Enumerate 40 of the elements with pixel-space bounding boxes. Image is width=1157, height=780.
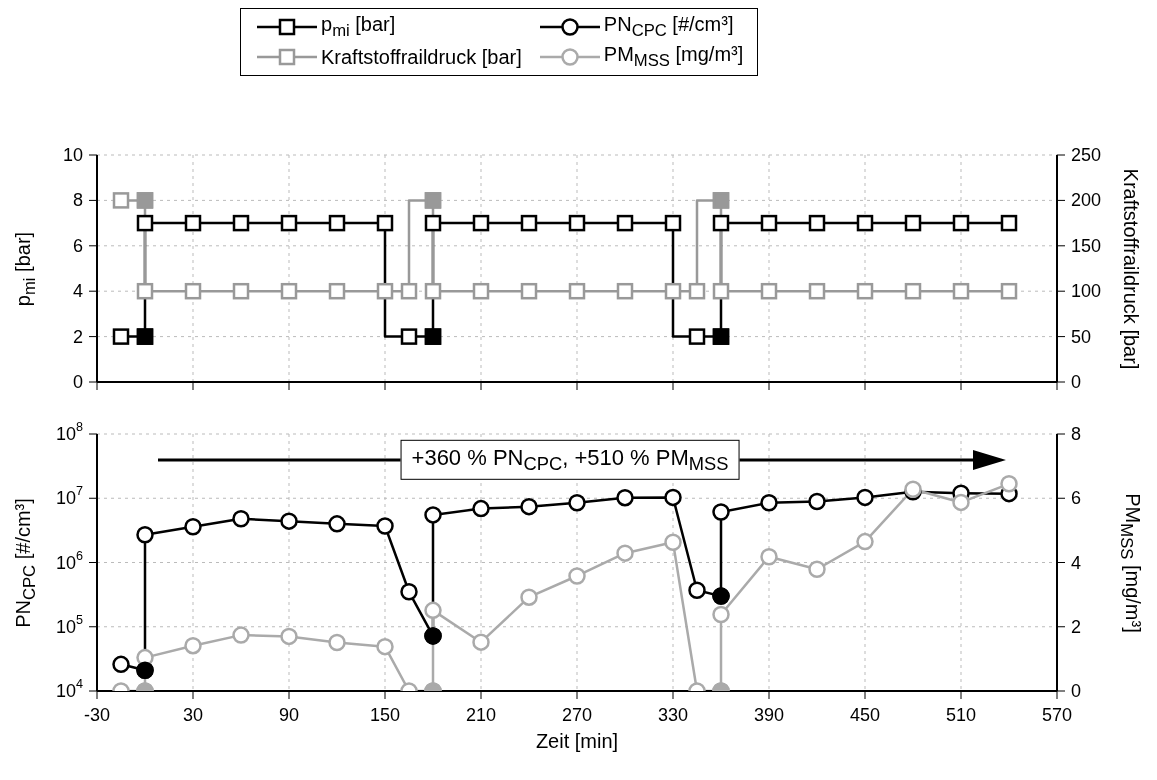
x-tick-label: 510 xyxy=(945,705,977,725)
x-tick-label: 390 xyxy=(753,705,785,725)
y-tick-label: 4 xyxy=(72,281,83,302)
y-tick-label: 0 xyxy=(72,372,83,392)
x-tick-label: 330 xyxy=(657,705,689,725)
annotation: +360 % PN$_{CPC}$, +510 % PM$_{MSS}$ xyxy=(400,439,740,481)
y-tick-label: 10 xyxy=(62,145,83,165)
x-tick-label: 450 xyxy=(849,705,881,725)
x-tick-label: 210 xyxy=(465,705,497,725)
y2-tick-label: 4 xyxy=(1071,552,1082,573)
x-tick-label: 90 xyxy=(278,705,300,725)
x-axis-title: Zeit [min] xyxy=(535,730,619,753)
x-tick-label: 570 xyxy=(1041,705,1073,725)
y2-tick-label: 200 xyxy=(1071,190,1102,211)
y2-tick-label: 100 xyxy=(1071,281,1102,302)
x-tick-label: 150 xyxy=(369,705,401,725)
x-tick-label: 270 xyxy=(561,705,593,725)
legend-label: p$_{mi}$ [bar] xyxy=(321,13,396,41)
y2-tick-label: 50 xyxy=(1071,326,1092,347)
y-tick-label: 10$^{6}$ xyxy=(55,548,83,573)
y2-tick-label: 0 xyxy=(1071,681,1082,701)
y-tick-label: 10$^{8}$ xyxy=(55,420,83,444)
y-tick-label: 2 xyxy=(72,326,83,347)
y2-tick-label: 0 xyxy=(1071,372,1082,392)
x-tick-label: -30 xyxy=(83,705,111,725)
y2-axis-title: Kraftstoffraildruck [bar] xyxy=(1118,168,1142,369)
y-tick-label: 8 xyxy=(72,190,83,211)
x-tick-label: 30 xyxy=(182,705,204,725)
y2-tick-label: 150 xyxy=(1071,235,1102,256)
legend-label: PN$_{CPC}$ [#/cm³] xyxy=(603,13,734,41)
y-tick-label: 10$^{7}$ xyxy=(55,484,83,509)
legend-label: Kraftstoffraildruck [bar] xyxy=(321,45,522,69)
y2-tick-label: 250 xyxy=(1071,145,1102,165)
y-tick-label: 10$^{5}$ xyxy=(55,612,83,637)
y-tick-label: 6 xyxy=(72,235,83,256)
y2-tick-label: 8 xyxy=(1071,424,1082,444)
y2-tick-label: 6 xyxy=(1071,488,1082,509)
y-tick-label: 10$^{4}$ xyxy=(55,677,83,701)
y2-tick-label: 2 xyxy=(1071,616,1082,637)
legend-label: PM$_{MSS}$ [mg/m³] xyxy=(603,43,744,71)
